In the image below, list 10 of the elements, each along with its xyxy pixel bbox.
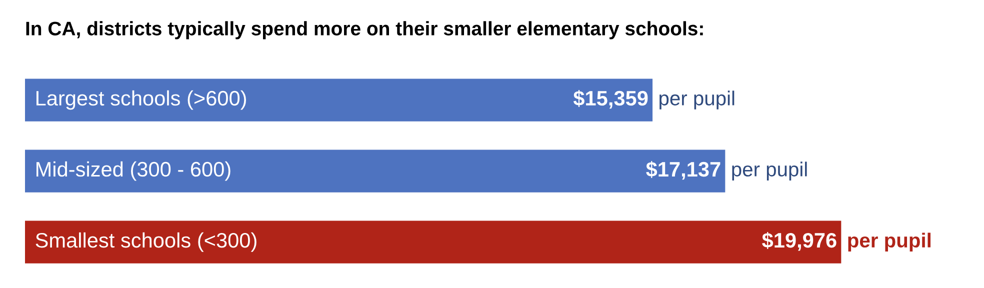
- chart-title: In CA, districts typically spend more on their smaller elementary schools:: [26, 21, 703, 40]
- data-label: $19,976: [762, 232, 836, 251]
- data-label: $15,359: [573, 90, 648, 109]
- y-tick-label: Mid-sized (300 - 600): [36, 161, 230, 181]
- data-label: $17,137: [646, 160, 720, 180]
- annotation: per pupil: [660, 90, 734, 110]
- annotation: per pupil: [848, 232, 930, 252]
- annotation: per pupil: [732, 162, 807, 180]
- y-tick-label: Largest schools (>600): [36, 90, 246, 110]
- y-tick-label: Smallest schools (<300): [36, 232, 256, 252]
